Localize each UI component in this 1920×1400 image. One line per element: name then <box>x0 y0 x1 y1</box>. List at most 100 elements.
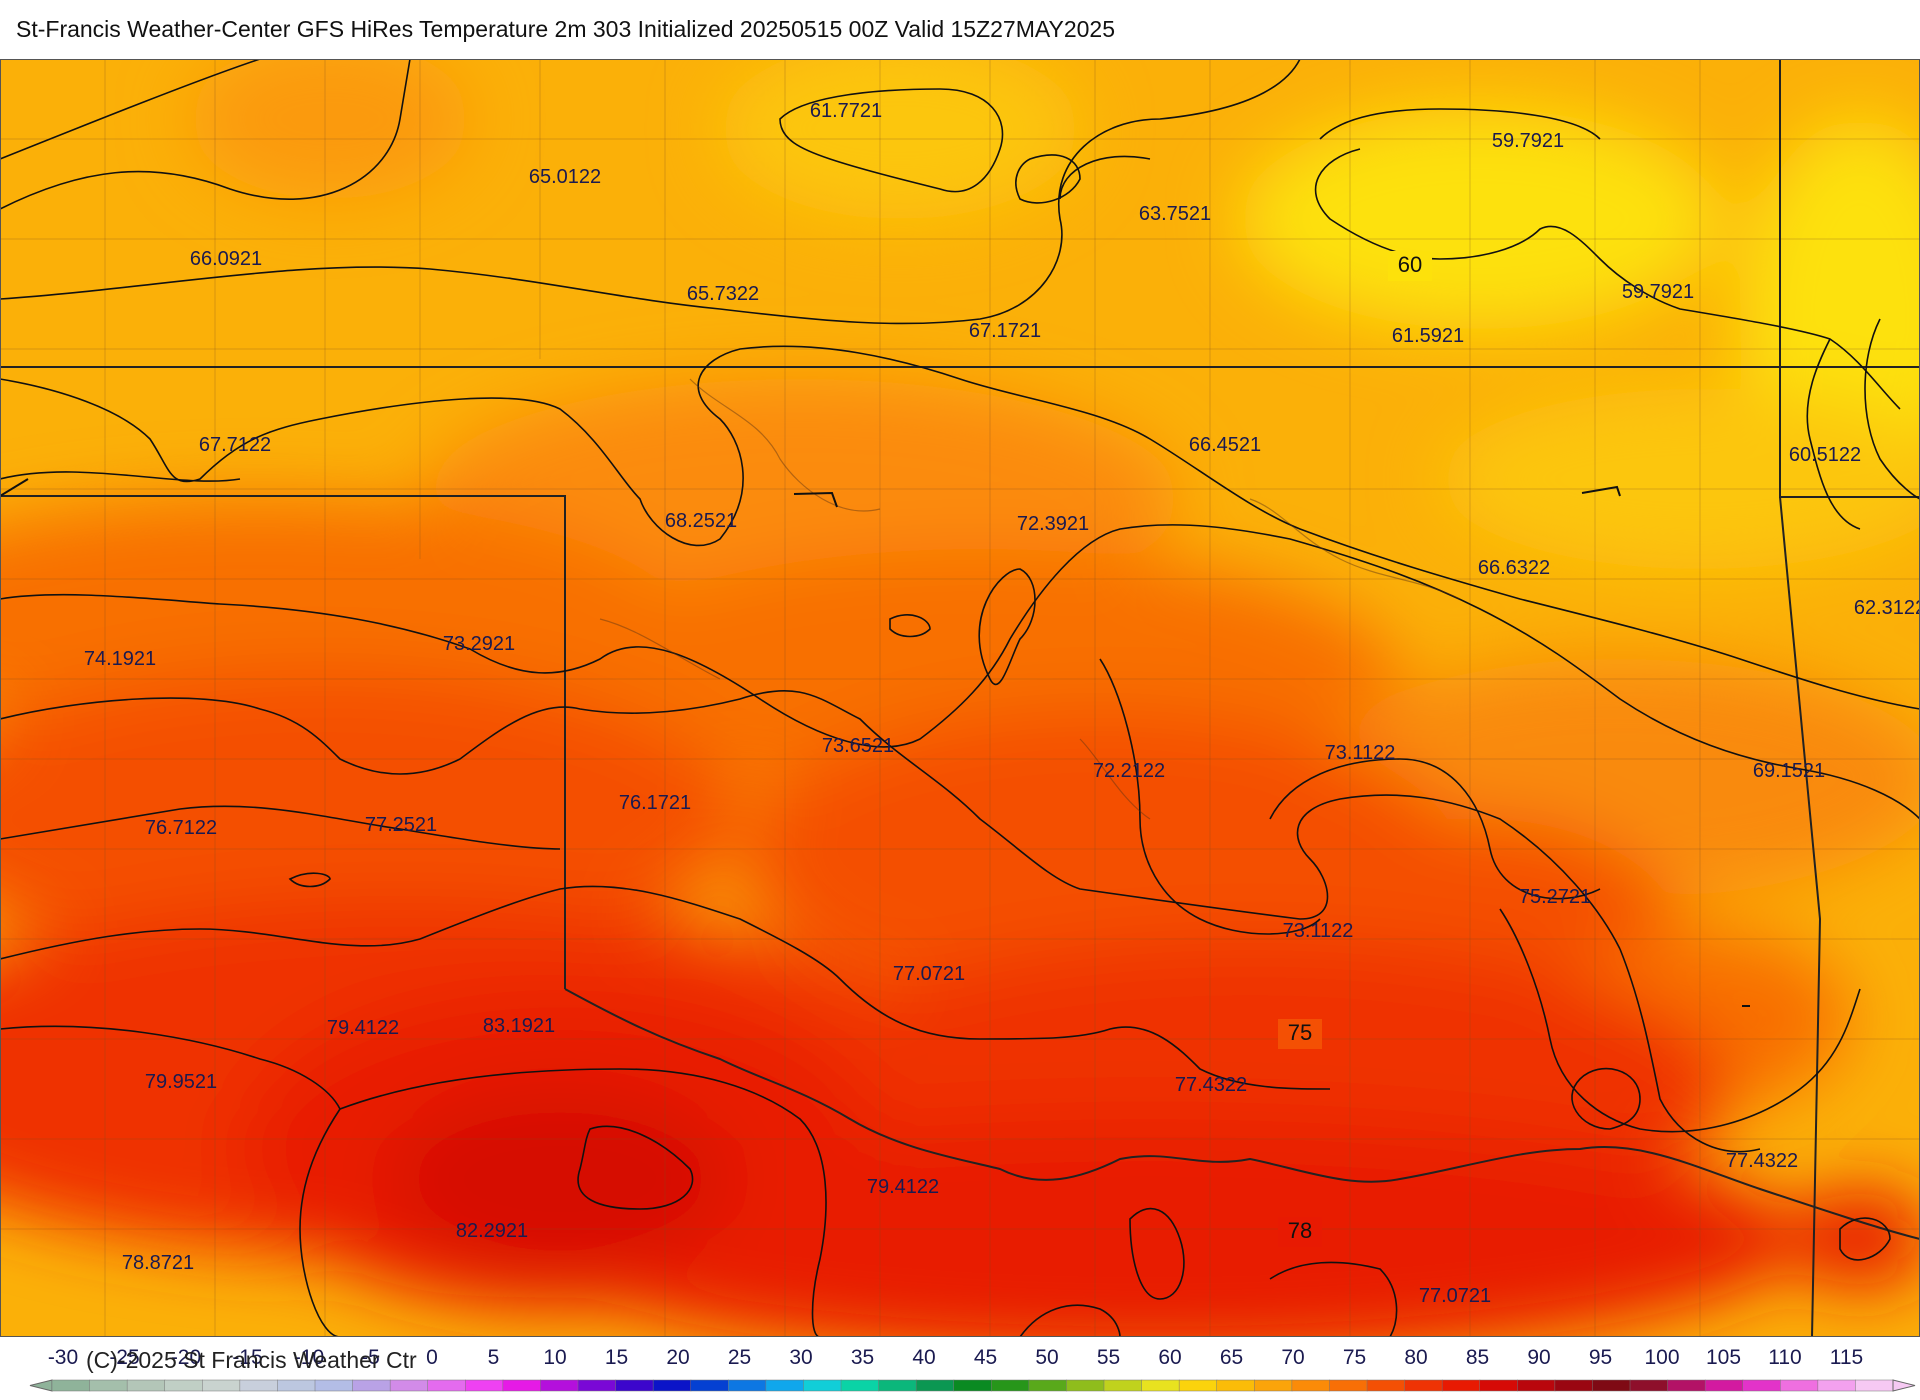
point-value: 77.4322 <box>1726 1150 1798 1172</box>
county-grid <box>0 59 1920 1337</box>
point-value: 82.2921 <box>456 1220 528 1242</box>
point-value: 77.4322 <box>1175 1074 1247 1096</box>
point-value: 59.7921 <box>1622 281 1694 303</box>
point-value: 74.1921 <box>84 648 156 670</box>
colorbar-cell <box>765 1379 805 1392</box>
colorbar-cell <box>1554 1379 1594 1392</box>
colorbar-cell <box>1366 1379 1406 1392</box>
colorbar-tick-label: 110 <box>1768 1346 1801 1369</box>
copyright-notice: (C)-2025 St Francis Weather Ctr <box>86 1347 417 1373</box>
colorbar-cell <box>352 1379 391 1392</box>
point-value: 63.7521 <box>1139 203 1211 225</box>
point-value: 73.2921 <box>443 633 515 655</box>
colorbar-cell <box>1855 1379 1894 1392</box>
colorbar-tick-label: 40 <box>912 1346 935 1369</box>
point-value: 72.3921 <box>1017 513 1089 535</box>
colorbar-tick-label: 95 <box>1589 1346 1612 1369</box>
state-borders <box>0 59 1920 1337</box>
colorbar-cell <box>89 1379 128 1392</box>
colorbar-cell <box>690 1379 729 1392</box>
colorbar-cell <box>1517 1379 1556 1392</box>
temperature-fill <box>0 59 1920 1337</box>
contour-label-bg <box>1278 1019 1322 1049</box>
colorbar-cell <box>991 1379 1030 1392</box>
point-value: 78.8721 <box>122 1252 194 1274</box>
colorbar-tick-label: -15 <box>232 1346 262 1369</box>
colorbar-cell <box>164 1379 203 1392</box>
colorbar-tick-label: 115 <box>1830 1346 1863 1369</box>
colorbar-cell <box>1216 1379 1255 1392</box>
colorbar-tick-label: 100 <box>1644 1346 1679 1369</box>
colorbar-cell <box>1780 1379 1819 1392</box>
isotherm-contours <box>0 59 1920 1337</box>
colorbar-tick-label: -25 <box>109 1346 139 1369</box>
colorbar: -30 -25 -20 -15 -10 -5 0 5 10 15 20 25 30 35 40 45 50 55 6… <box>29 1346 1916 1392</box>
colorbar-cell <box>953 1379 992 1392</box>
point-value: 61.7721 <box>810 100 882 122</box>
wind-barbs <box>0 478 1750 1007</box>
point-value: 62.3122 <box>1854 597 1920 619</box>
point-value: 68.2521 <box>665 510 737 532</box>
colorbar-cell <box>1479 1379 1518 1392</box>
colorbar-cell <box>840 1379 880 1392</box>
colorbar-tick-label: 50 <box>1035 1346 1058 1369</box>
colorbar-cell <box>1028 1379 1068 1392</box>
colorbar-tick-label: -10 <box>294 1346 324 1369</box>
point-value: 66.6322 <box>1478 557 1550 579</box>
colorbar-cell <box>427 1379 466 1392</box>
colorbar-tick-label: 45 <box>974 1346 997 1369</box>
colorbar-cell <box>465 1379 504 1392</box>
colorbar-cell <box>728 1379 767 1392</box>
point-value: 67.1721 <box>969 320 1041 342</box>
colorbar-cell <box>1291 1379 1331 1392</box>
point-value: 73.1122 <box>1283 920 1354 942</box>
colorbar-tick-label: 60 <box>1158 1346 1181 1369</box>
point-value: 79.9521 <box>145 1071 217 1093</box>
point-value: 79.4122 <box>867 1176 939 1198</box>
colorbar-tick-label: 85 <box>1466 1346 1489 1369</box>
colorbar-cell <box>1742 1379 1781 1392</box>
point-value: 67.7122 <box>199 434 271 456</box>
colorbar-tick-label: 105 <box>1706 1346 1741 1369</box>
point-value: 65.7322 <box>687 283 759 305</box>
colorbar-tick-label: 75 <box>1343 1346 1366 1369</box>
river-lines <box>599 378 1461 820</box>
colorbar-cell <box>1329 1379 1368 1392</box>
point-value: 61.5921 <box>1392 325 1464 347</box>
point-value: 76.1721 <box>619 792 691 814</box>
colorbar-tick-label: -5 <box>361 1346 380 1369</box>
colorbar-arrow-left <box>29 1379 53 1392</box>
colorbar-tick-label: 65 <box>1220 1346 1243 1369</box>
colorbar-cell <box>277 1379 316 1392</box>
colorbar-cell <box>577 1379 617 1392</box>
colorbar-cell <box>1066 1379 1105 1392</box>
point-value: 77.2521 <box>365 814 437 836</box>
contour-label-60: 60 <box>1398 252 1422 277</box>
colorbar-arrow-right <box>1892 1379 1916 1392</box>
point-value: 77.0721 <box>1419 1285 1491 1307</box>
point-value: 66.4521 <box>1189 434 1261 456</box>
colorbar-cell <box>615 1379 654 1392</box>
colorbar-cell <box>314 1379 354 1392</box>
colorbar-tick-label: 10 <box>543 1346 566 1369</box>
colorbar-cell <box>915 1379 955 1392</box>
colorbar-tick-label: 5 <box>488 1346 500 1369</box>
point-value: 66.0921 <box>190 248 262 270</box>
colorbar-cell <box>1592 1379 1631 1392</box>
colorbar-tick-label: -30 <box>48 1346 78 1369</box>
colorbar-tick-label: 15 <box>605 1346 628 1369</box>
colorbar-cell <box>1667 1379 1706 1392</box>
point-value: 77.0721 <box>893 963 965 985</box>
contour-label-bg <box>1388 251 1432 281</box>
colorbar-cell <box>1404 1379 1443 1392</box>
colorbar-tick-label: 20 <box>666 1346 689 1369</box>
point-value: 79.4122 <box>327 1017 399 1039</box>
contour-label-78: 78 <box>1288 1218 1312 1243</box>
colorbar-cell <box>803 1379 842 1392</box>
colorbar-tick-label: 0 <box>426 1346 438 1369</box>
colorbar-cell <box>1441 1379 1481 1392</box>
colorbar-tick-label: 25 <box>728 1346 751 1369</box>
point-value: 75.2721 <box>1519 886 1591 908</box>
point-value: 83.1921 <box>483 1015 555 1037</box>
colorbar-tick-label: 90 <box>1527 1346 1550 1369</box>
